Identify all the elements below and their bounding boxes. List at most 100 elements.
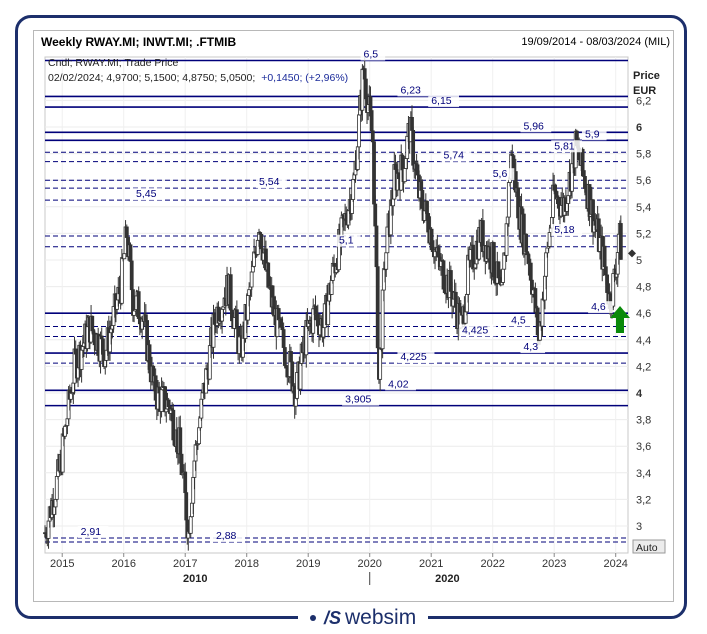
websim-logo-icon: /S [324, 607, 342, 628]
y-tick-label: 4,6 [636, 308, 651, 320]
auto-button-label: Auto [636, 542, 658, 554]
level-label-bg [581, 128, 607, 141]
candle-body [122, 253, 127, 260]
candle-body [351, 178, 356, 200]
y-tick-label: 3,6 [636, 441, 651, 453]
x-tick-label: 2015 [50, 558, 74, 570]
level-label-bg [335, 234, 361, 247]
level-label-bg [133, 188, 164, 201]
candle-body [540, 298, 545, 327]
level-label-bg [520, 341, 546, 354]
candle-body [491, 242, 496, 278]
level-label: 4,425 [462, 324, 488, 336]
x-tick-label: 2018 [234, 558, 258, 570]
y-tick-label: 4,8 [636, 282, 651, 294]
level-label-bg [458, 324, 496, 337]
y-tick-label: 3,8 [636, 415, 651, 427]
candle-body [101, 338, 105, 355]
candle-body [374, 225, 379, 268]
candle-body [289, 351, 293, 363]
legend-change: +0,1450; (+2,96%) [261, 72, 348, 84]
level-label-bg [428, 95, 460, 108]
level-label-bg [489, 168, 515, 181]
x-tick-label: 2017 [173, 558, 197, 570]
candle-body [119, 257, 124, 304]
candle-body [228, 274, 233, 311]
x-axis: 2015 2016 2017 2018 2019 2020 2021 2022 2023 2024… [50, 553, 628, 585]
candle-body [378, 348, 383, 380]
candle-body [159, 389, 164, 412]
y-tick-label: 3 [636, 521, 642, 533]
level-label: 5,18 [554, 224, 575, 236]
brand-name: websim [345, 606, 417, 629]
level-label-bg [508, 314, 533, 327]
level-label-bg [551, 140, 583, 153]
y-tick-label: 5,2 [636, 228, 651, 240]
candle-body [184, 492, 189, 521]
y-tick-label: 4 [636, 388, 643, 400]
level-label: 4,02 [388, 378, 409, 390]
level-label: 4,6 [591, 301, 606, 313]
level-label: 5,54 [259, 176, 280, 188]
level-label-bg [440, 149, 472, 162]
level-label: 4,225 [400, 351, 426, 363]
candle-body [183, 471, 188, 494]
x-decade-label: 2020 [435, 573, 459, 585]
candle-body [506, 182, 511, 218]
level-label-bg [342, 393, 380, 406]
level-label: 6,15 [431, 95, 452, 107]
legend-line-1: Cndl; RWAY.MI; Trade Price [48, 57, 178, 69]
level-label-bg [397, 84, 429, 97]
candle-body [603, 266, 608, 276]
level-label: 2,88 [216, 530, 237, 542]
candle-body [370, 130, 375, 143]
level-label-bg [212, 529, 244, 542]
level-label: 5,9 [585, 128, 600, 140]
level-label-bg [256, 176, 287, 189]
level-label-bg [520, 120, 552, 133]
auto-button[interactable]: Auto [632, 539, 666, 554]
level-label: 2,91 [81, 526, 102, 538]
level-labels: 6,5 6,23 6,15 5,96 5,9 5,81 5,74 5,6 5,54 5,45 5,1… [77, 48, 613, 542]
level-label: 5,6 [493, 168, 508, 180]
x-tick-label: 2021 [419, 558, 443, 570]
level-label: 3,905 [345, 394, 371, 406]
level-label: 4,5 [511, 315, 526, 327]
x-tick-label: 2020 [357, 558, 381, 570]
y-tick-label: 5,6 [636, 175, 651, 187]
candle-body [90, 315, 95, 332]
level-label-bg [77, 525, 109, 538]
y-tick-label: 4,4 [636, 335, 651, 347]
plot-area [44, 56, 629, 554]
candles [43, 56, 623, 551]
brand-footer: /S websim [298, 605, 429, 631]
x-tick-label: 2022 [480, 558, 504, 570]
x-tick-label: 2016 [111, 558, 135, 570]
legend-ohlc: 02/02/2024; 4,9700; 5,1500; 4,8750; 5,05… [48, 72, 255, 84]
y-tick-label: 3,4 [636, 468, 651, 480]
candle-body [63, 425, 67, 437]
level-label: 5,1 [339, 235, 354, 247]
level-label: 5,74 [444, 150, 465, 162]
candle-body [129, 260, 134, 291]
x-tick-label: 2023 [542, 558, 566, 570]
candle-body [373, 203, 378, 227]
level-label: 5,81 [554, 140, 575, 152]
level-label: 5,96 [523, 120, 544, 132]
level-label-bg [551, 224, 583, 237]
candle-body [54, 475, 59, 500]
last-price-marker-icon [628, 249, 636, 258]
candle-body [298, 363, 303, 390]
currency-label: EUR [633, 85, 656, 97]
level-label: 5,45 [136, 188, 157, 200]
y-tick-label: 5,8 [636, 149, 651, 161]
y-tick-label: 6 [636, 122, 642, 134]
y-tick-label: 3,2 [636, 494, 651, 506]
level-label-bg [385, 378, 416, 391]
y-tick-label: 4,2 [636, 361, 651, 373]
level-label-bg [588, 301, 613, 314]
candle-body [501, 268, 505, 283]
y-tick-label: 5,4 [636, 202, 651, 214]
y-tick-label: 5 [636, 255, 642, 267]
